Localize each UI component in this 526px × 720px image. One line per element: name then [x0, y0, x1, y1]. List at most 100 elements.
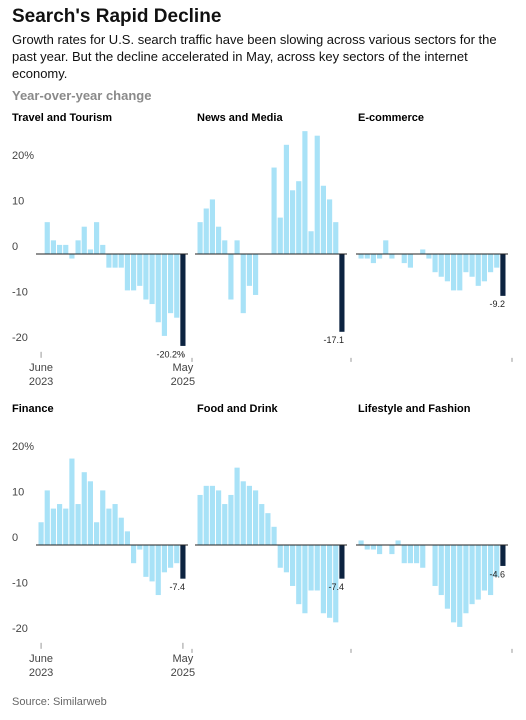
bar [469, 254, 475, 277]
bar [283, 545, 289, 573]
bar [475, 545, 481, 600]
bar [63, 244, 69, 254]
bar [383, 240, 389, 254]
bar [137, 545, 143, 550]
bar [420, 249, 426, 254]
bar [259, 504, 265, 545]
bar [494, 545, 500, 577]
bar [377, 254, 383, 259]
bar [481, 545, 487, 591]
y-tick-label: 20% [12, 150, 34, 162]
bar [246, 485, 252, 545]
x-tick-label: June 2023 [28, 652, 54, 679]
bar [407, 545, 413, 564]
bar [118, 254, 124, 268]
value-label: -17.1 [323, 335, 344, 345]
bar [271, 526, 277, 545]
bar [327, 199, 333, 254]
value-label: -9.2 [489, 299, 505, 309]
bar [131, 545, 137, 564]
bar [137, 254, 143, 286]
bar [143, 545, 149, 577]
panel-title: Lifestyle and Fashion [358, 403, 471, 415]
bar [438, 254, 444, 277]
bar [426, 254, 432, 259]
y-tick-label: -20 [12, 332, 28, 344]
bar [296, 181, 302, 254]
y-tick-label: -20 [12, 623, 28, 635]
bar [124, 254, 130, 291]
panel-title: Travel and Tourism [12, 112, 112, 124]
bar [81, 472, 87, 545]
x-tick-label: May 2025 [170, 361, 196, 388]
value-label: -7.4 [169, 582, 185, 592]
bar [364, 545, 370, 550]
bar [290, 545, 296, 586]
bar [209, 485, 215, 545]
bar [401, 545, 407, 564]
bar [106, 508, 112, 545]
bar [494, 254, 500, 268]
bar [457, 254, 463, 291]
source: Source: Similarweb [12, 696, 107, 708]
bar [327, 545, 333, 618]
bar [389, 254, 395, 259]
bar [100, 244, 106, 254]
bar [44, 222, 50, 254]
bar [94, 522, 100, 545]
bar [290, 190, 296, 254]
axis-label: Year-over-year change [12, 88, 152, 103]
bar [302, 545, 308, 614]
bar [370, 545, 376, 550]
bar [500, 254, 506, 296]
bar [174, 254, 180, 318]
bar [240, 481, 246, 545]
bar [197, 494, 203, 545]
bar [161, 545, 167, 573]
bar [377, 545, 383, 555]
bar [234, 467, 240, 545]
bar [320, 185, 326, 254]
bar [50, 240, 56, 254]
bar [500, 545, 506, 566]
bar [124, 531, 130, 545]
bar [283, 144, 289, 254]
bar [75, 504, 81, 545]
bar [432, 254, 438, 273]
bar [444, 254, 450, 282]
bar [168, 545, 174, 568]
bar [149, 545, 155, 582]
bar [302, 131, 308, 254]
bar [87, 481, 93, 545]
bar [234, 240, 240, 254]
y-tick-label: 0 [12, 532, 18, 544]
bar [69, 458, 75, 545]
bar [463, 545, 469, 614]
bar [339, 254, 345, 332]
bar [180, 545, 186, 579]
bar [463, 254, 469, 273]
bar [389, 545, 395, 555]
bar [246, 254, 252, 286]
bar [228, 254, 234, 300]
bar [94, 222, 100, 254]
bar [314, 545, 320, 591]
bar [240, 254, 246, 314]
x-tick-label: June 2023 [28, 361, 54, 388]
bar [469, 545, 475, 605]
bar [100, 490, 106, 545]
bar [475, 254, 481, 286]
bar [444, 545, 450, 609]
bar [75, 240, 81, 254]
bar [44, 490, 50, 545]
bar [57, 244, 63, 254]
bar [87, 249, 93, 254]
bar [265, 513, 271, 545]
bar [197, 222, 203, 254]
bar [180, 254, 186, 346]
value-label: -4.6 [489, 569, 505, 579]
y-tick-label: 10 [12, 486, 24, 498]
bar [395, 540, 401, 545]
y-tick-label: -10 [12, 577, 28, 589]
